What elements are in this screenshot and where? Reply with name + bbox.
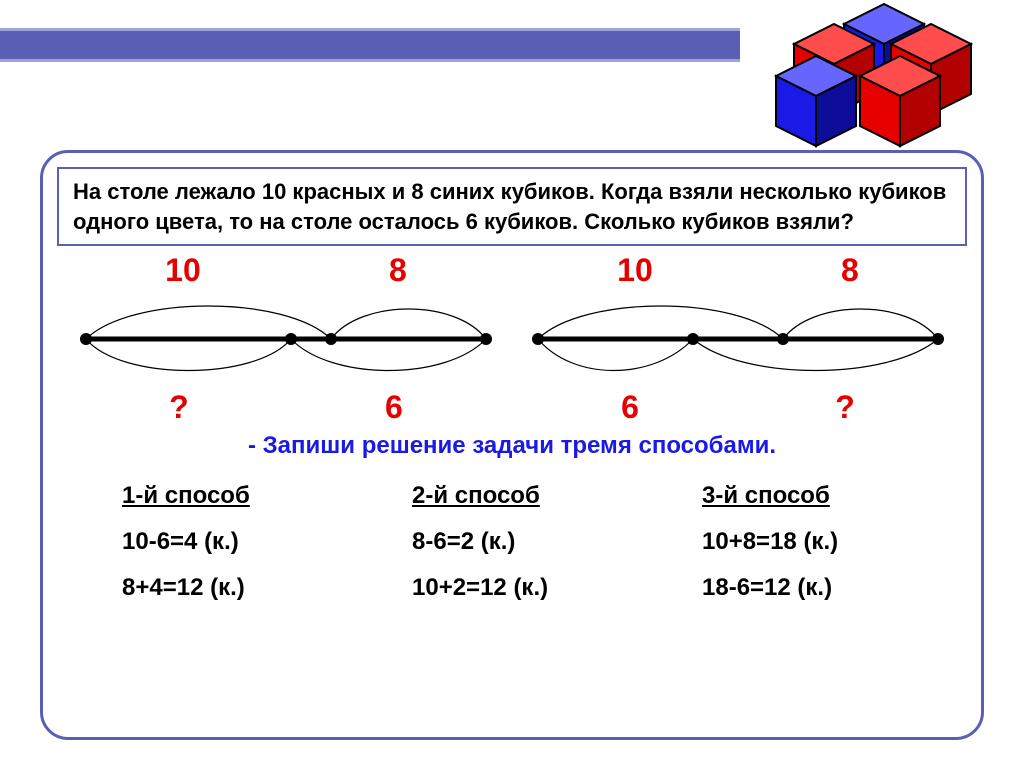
solution-1-line1: 10-6=4 (к.)	[122, 528, 322, 556]
diagram-left-bottom-left: ?	[169, 389, 189, 426]
diagram-right-bottom-right: ?	[835, 389, 855, 426]
solution-1-line2: 8+4=12 (к.)	[122, 574, 322, 602]
problem-box: На столе лежало 10 красных и 8 синих куб…	[57, 167, 967, 246]
diagram-right-bottom-left: 6	[621, 389, 639, 426]
solution-3: 3-й способ 10+8=18 (к.) 18-6=12 (к.)	[702, 482, 902, 602]
diagram-left-bottom-right: 6	[385, 389, 403, 426]
solution-2: 2-й способ 8-6=2 (к.) 10+2=12 (к.)	[412, 482, 612, 602]
solution-3-line2: 18-6=12 (к.)	[702, 574, 902, 602]
solution-3-line1: 10+8=18 (к.)	[702, 528, 902, 556]
diagrams-row: 10 8 ? 6 10 8	[57, 252, 967, 426]
cubes-illustration	[736, 0, 996, 150]
diagram-left: 10 8 ? 6	[71, 252, 501, 426]
solutions-row: 1-й способ 10-6=4 (к.) 8+4=12 (к.) 2-й с…	[57, 482, 967, 602]
diagram-right: 10 8 6 ?	[523, 252, 953, 426]
solution-2-line1: 8-6=2 (к.)	[412, 528, 612, 556]
diagram-left-top-right: 8	[389, 252, 407, 289]
diagram-left-svg	[71, 289, 501, 389]
solution-1: 1-й способ 10-6=4 (к.) 8+4=12 (к.)	[122, 482, 322, 602]
diagram-right-top-left: 10	[617, 252, 653, 289]
solution-2-line2: 10+2=12 (к.)	[412, 574, 612, 602]
problem-text: На столе лежало 10 красных и 8 синих куб…	[73, 177, 951, 236]
header-bar	[0, 28, 740, 62]
content-frame: На столе лежало 10 красных и 8 синих куб…	[40, 150, 984, 740]
solution-3-title: 3-й способ	[702, 482, 902, 510]
solution-1-title: 1-й способ	[122, 482, 322, 510]
solution-2-title: 2-й способ	[412, 482, 612, 510]
diagram-left-top-left: 10	[165, 252, 201, 289]
diagram-right-top-right: 8	[841, 252, 859, 289]
diagram-right-svg	[523, 289, 953, 389]
instruction-text: - Запиши решение задачи тремя способами.	[57, 432, 967, 460]
